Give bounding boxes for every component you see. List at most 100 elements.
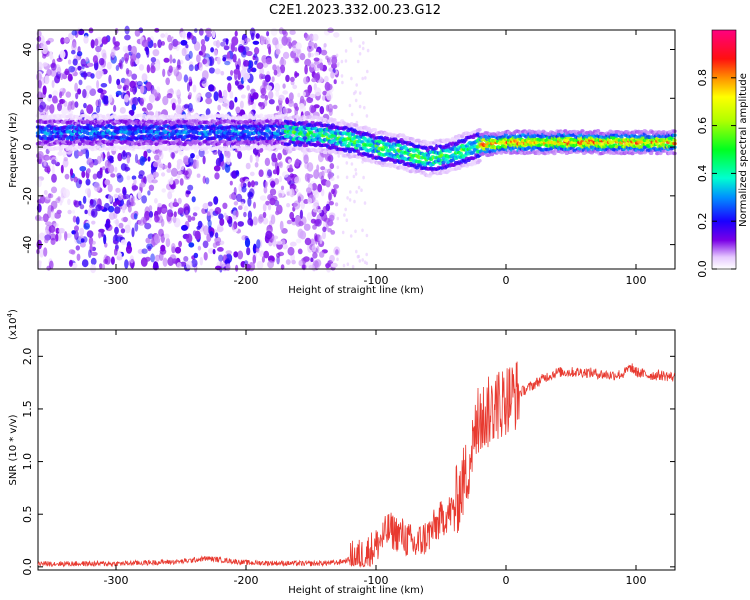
colorbar: 0.00.20.40.60.8 Normalized spectral ampl… — [696, 29, 749, 278]
spectrogram-cell — [146, 174, 154, 180]
spectrogram-cell — [225, 38, 229, 45]
spectrogram-cell — [196, 225, 201, 230]
spectrogram-cell — [237, 221, 244, 227]
spectrogram-cell — [362, 41, 365, 45]
spectrogram-cell — [228, 218, 233, 228]
spectrogram-cell — [223, 212, 227, 218]
spectrogram-cell — [234, 80, 239, 86]
spectrogram-cell — [186, 233, 193, 244]
spectrogram-cell — [205, 91, 212, 99]
spectrogram-cell — [218, 254, 224, 262]
spectrogram-cell — [75, 92, 79, 100]
spectrogram-cell — [279, 58, 287, 67]
x-tick-label: 100 — [626, 274, 647, 287]
spectrogram-cell — [163, 57, 170, 63]
spectrogram-cell — [212, 142, 217, 147]
spectrogram-cell — [231, 223, 236, 231]
spectrogram-cell — [43, 160, 47, 167]
spectrogram-cell — [60, 164, 64, 174]
spectrogram-cell — [72, 58, 78, 66]
spectrogram-cell — [288, 99, 294, 108]
spectrogram-cell — [202, 240, 209, 249]
spectrogram-cell — [59, 50, 66, 59]
spectrogram-cell — [313, 219, 320, 227]
spectrogram-cell — [309, 93, 316, 99]
spectrogram-cell — [160, 33, 166, 38]
spectrogram-cell — [329, 163, 335, 170]
spectrogram-cell — [68, 65, 76, 73]
spectrogram-cell — [291, 217, 296, 222]
spectrogram-cell — [350, 162, 354, 166]
spectrogram-cell — [249, 154, 253, 163]
spectrogram-cell — [203, 251, 208, 261]
spectrogram-cell — [212, 242, 218, 249]
spectrogram-cell — [322, 90, 327, 96]
spectrogram-cell — [179, 178, 184, 186]
spectrogram-cell — [337, 154, 341, 158]
spectrogram-cell — [195, 159, 200, 169]
spectrogram-cell — [234, 30, 238, 37]
spectrogram-cell — [120, 239, 127, 245]
spectrogram-cell — [89, 199, 94, 205]
spectrogram-cell — [358, 91, 362, 95]
spectrogram-cell — [170, 167, 178, 177]
spectrogram-cell — [294, 159, 300, 167]
spectrogram-cell — [117, 252, 122, 257]
spectrogram-cell — [109, 142, 114, 146]
spectrogram-cell — [282, 107, 288, 114]
spectrogram-cell — [351, 264, 355, 269]
spectrogram-cell — [188, 156, 194, 166]
spectrogram-cell — [188, 50, 193, 60]
spectrogram-cell — [162, 257, 168, 267]
spectrogram-cell — [50, 68, 57, 77]
spectrogram-cell — [148, 205, 153, 212]
spectrogram-cell — [160, 244, 166, 252]
spectrogram-cell — [196, 54, 201, 63]
y-tick-label: -40 — [21, 236, 34, 254]
spectrogram-cell — [354, 229, 357, 234]
spectrogram-cell — [260, 94, 267, 99]
spectrogram-cell — [241, 186, 247, 193]
spectrogram-cell — [156, 86, 161, 94]
spectrogram-cell — [335, 249, 339, 255]
spectrogram-cell — [278, 192, 283, 198]
spectrogram-cell — [275, 240, 283, 245]
spectrogram-cell — [171, 183, 177, 189]
spectrogram-cell — [349, 39, 353, 43]
spectrogram-cell — [183, 74, 189, 83]
colorbar-tick-label: 0.4 — [696, 165, 709, 183]
spectrogram-cell — [317, 64, 321, 69]
spectrogram-cell — [141, 216, 147, 223]
spectrogram-cell — [246, 247, 251, 256]
spectrogram-cell — [350, 76, 353, 81]
spectrogram-cell — [165, 237, 171, 248]
spectrogram-cell — [107, 194, 113, 203]
spectrogram-cell — [85, 85, 92, 91]
spectrogram-cell — [340, 59, 344, 64]
spectrogram-cell — [187, 184, 194, 191]
spectrogram-cell — [154, 215, 160, 223]
spectrogram-cell — [314, 87, 322, 97]
spectrogram-cell — [56, 209, 62, 215]
spectrogram-cell — [285, 188, 293, 196]
spectrogram-cell — [181, 224, 188, 231]
spectrogram-cell — [131, 73, 138, 80]
spectrogram-cell — [122, 45, 129, 53]
spectrogram-cell — [231, 36, 239, 46]
spectrogram-cell — [183, 256, 189, 262]
spectrogram-cell — [306, 96, 314, 104]
spectrogram-cell — [37, 79, 42, 89]
spectrogram-cell — [166, 93, 173, 99]
spectrogram-cell — [344, 207, 348, 212]
spectrogram-cell — [185, 210, 189, 218]
spectrogram-cell — [116, 174, 124, 183]
spectrogram-cell — [307, 51, 312, 59]
spectrogram-cell — [138, 174, 144, 180]
spectrogram-cell — [140, 85, 145, 94]
spectrogram-cell — [39, 249, 44, 258]
spectrogram-cell — [242, 46, 250, 52]
spectrogram-cell — [181, 47, 187, 57]
spectrogram-cell — [114, 226, 119, 235]
spectrogram-cell — [333, 32, 340, 38]
x-tick-label: -200 — [234, 274, 259, 287]
